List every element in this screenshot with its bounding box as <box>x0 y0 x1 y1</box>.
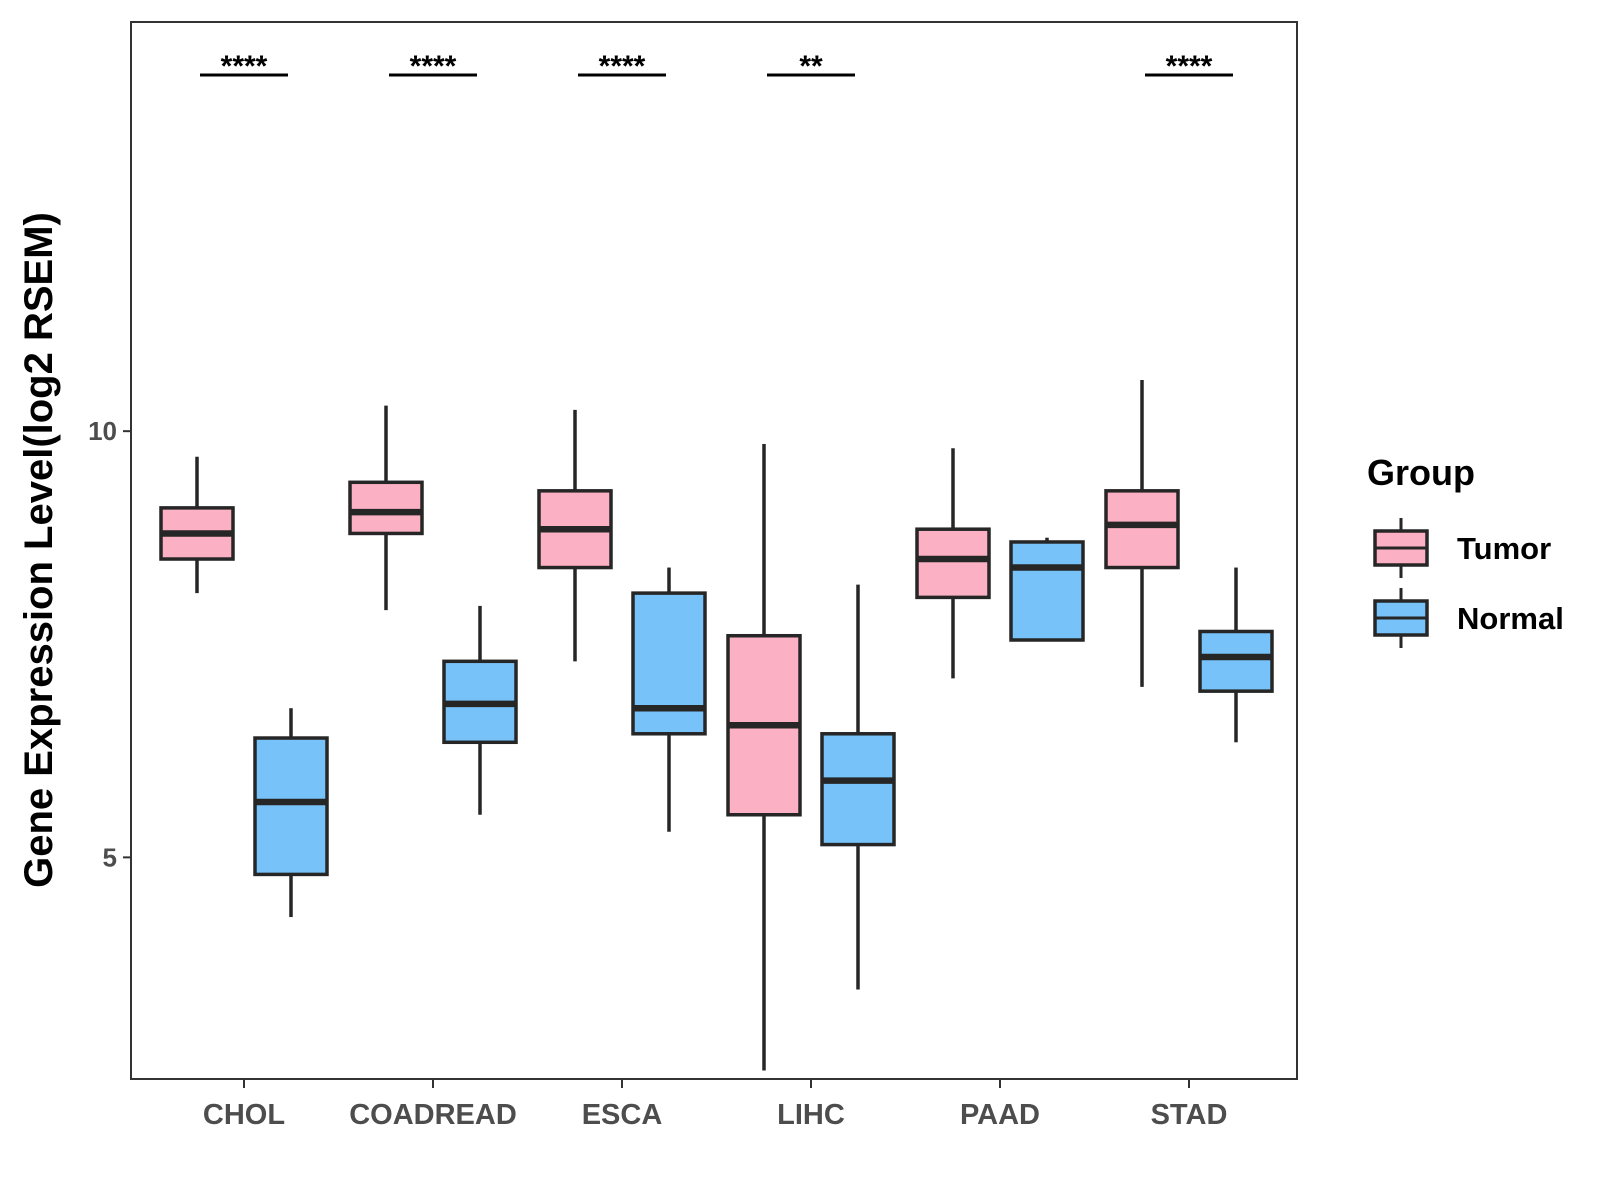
significance-label-esca: **** <box>599 50 646 83</box>
legend-label-tumor: Tumor <box>1457 531 1551 566</box>
significance-label-stad: **** <box>1166 50 1213 83</box>
box-tumor-stad <box>1104 489 1180 570</box>
y-tick-label: 5 <box>103 842 117 872</box>
significance-label-chol: **** <box>221 50 268 83</box>
legend-label-normal: Normal <box>1457 601 1564 636</box>
x-tick-label: PAAD <box>960 1099 1040 1131</box>
box-normal-chol <box>253 736 329 877</box>
legend-title: Group <box>1367 452 1475 493</box>
plot-panel <box>130 21 1298 1080</box>
box-tumor-coadread <box>348 480 424 536</box>
box-normal-stad <box>1198 629 1274 693</box>
box-normal-esca <box>631 591 707 736</box>
y-tick-label: 10 <box>88 416 117 446</box>
box-tumor-paad <box>915 527 991 600</box>
x-tick-label: LIHC <box>777 1099 845 1131</box>
legend: Group Tumor Normal <box>1367 452 1564 648</box>
box-normal-lihc <box>820 732 896 847</box>
x-tick-label: COADREAD <box>349 1099 517 1131</box>
x-tick-label: ESCA <box>582 1099 663 1131</box>
x-tick-label: STAD <box>1151 1099 1228 1131</box>
y-axis-title: Gene Expression Level(log2 RSEM) <box>17 212 61 888</box>
box-normal-paad <box>1009 540 1085 642</box>
x-tick-label: CHOL <box>203 1099 285 1131</box>
significance-label-coadread: **** <box>410 50 457 83</box>
significance-label-lihc: ** <box>799 50 823 83</box>
